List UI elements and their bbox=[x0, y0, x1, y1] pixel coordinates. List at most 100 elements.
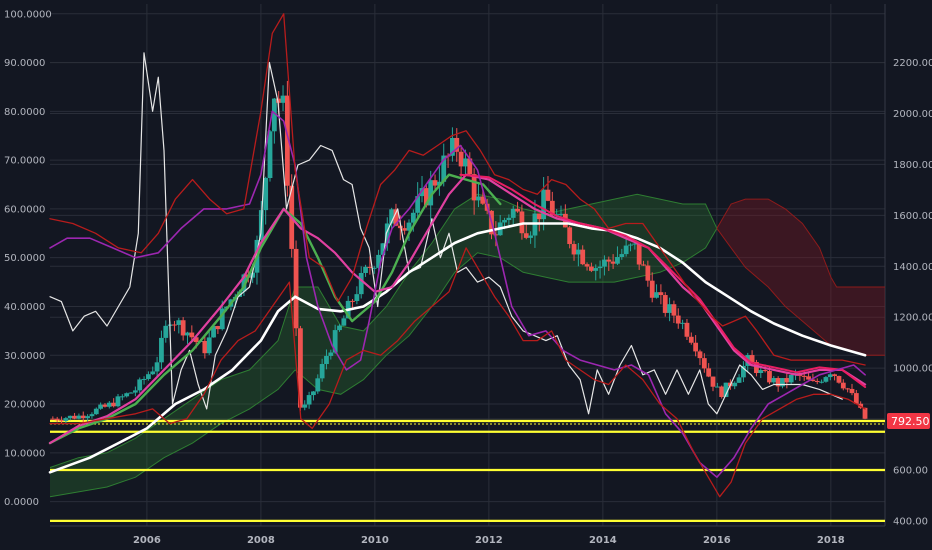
candle-body bbox=[367, 266, 373, 268]
candle-body bbox=[319, 364, 325, 379]
candle-body bbox=[571, 244, 577, 255]
candle-body bbox=[463, 158, 468, 167]
candle-body bbox=[380, 243, 386, 255]
candle-body bbox=[706, 368, 712, 377]
candle-body bbox=[862, 407, 868, 419]
candle-body bbox=[493, 234, 499, 236]
y-right-tick-label: 1400.00 bbox=[893, 262, 932, 273]
candle-body bbox=[284, 95, 290, 186]
x-tick-label: 2018 bbox=[817, 535, 845, 546]
candle-body bbox=[732, 382, 738, 387]
candle-body bbox=[428, 180, 434, 206]
last-price-label: 792.50 bbox=[891, 415, 930, 428]
indicator-white-overlay bbox=[49, 52, 843, 415]
candle-body bbox=[206, 337, 212, 354]
candle-body bbox=[432, 180, 438, 186]
x-tick-label: 2014 bbox=[589, 535, 617, 546]
candle-body bbox=[762, 370, 768, 372]
y-left-tick-label: 90.0000 bbox=[4, 58, 45, 69]
candle-body bbox=[397, 225, 403, 229]
candle-body bbox=[193, 337, 199, 343]
candle-body bbox=[680, 322, 686, 324]
candle-body bbox=[111, 402, 117, 407]
candle-body bbox=[767, 371, 772, 383]
candle-body bbox=[450, 137, 455, 156]
candle-body bbox=[172, 324, 177, 326]
candle-body bbox=[688, 336, 694, 343]
candle-body bbox=[441, 155, 447, 182]
candle-body bbox=[610, 261, 616, 264]
candle-body bbox=[784, 378, 790, 383]
candle-body bbox=[176, 320, 182, 325]
y-left-tick-label: 0.0000 bbox=[4, 497, 39, 508]
candle-body bbox=[693, 342, 699, 352]
candle-body bbox=[658, 292, 664, 296]
candle-body bbox=[211, 326, 216, 338]
candle-body bbox=[597, 266, 603, 269]
candle-body bbox=[371, 267, 377, 269]
indicator-bb-upper bbox=[49, 13, 866, 366]
candle-body bbox=[180, 320, 186, 336]
candle-body bbox=[623, 245, 629, 255]
indicator-bb-lower bbox=[49, 247, 866, 498]
cloud-top-line bbox=[716, 198, 885, 288]
candle-body bbox=[106, 402, 112, 407]
last-price-tag-bg bbox=[887, 412, 930, 429]
candle-body bbox=[819, 381, 824, 383]
candle-body bbox=[528, 235, 533, 238]
candle-body bbox=[584, 264, 590, 267]
last-price-tag: 792.50 bbox=[887, 412, 930, 429]
candle-body bbox=[293, 248, 299, 329]
candle-body bbox=[758, 370, 764, 374]
candle-body bbox=[806, 376, 811, 380]
candle-body bbox=[436, 181, 442, 186]
candle-body bbox=[775, 378, 781, 387]
indicator-white-sma bbox=[48, 222, 867, 474]
candle-body bbox=[332, 330, 338, 353]
support-layer bbox=[50, 419, 885, 523]
candle-body bbox=[641, 264, 646, 266]
candle-body bbox=[749, 355, 755, 363]
candle-body bbox=[827, 374, 833, 378]
candle-body bbox=[615, 256, 620, 264]
x-tick-label: 2012 bbox=[475, 535, 503, 546]
cloud-area bbox=[716, 199, 885, 356]
candle-body bbox=[89, 414, 95, 417]
candle-body bbox=[132, 390, 138, 393]
candle-body bbox=[102, 404, 108, 407]
y-left-tick-label: 40.0000 bbox=[4, 302, 45, 313]
candle-body bbox=[480, 196, 486, 204]
candle-body bbox=[636, 243, 642, 265]
candle-body bbox=[250, 272, 256, 278]
candle-body bbox=[671, 304, 677, 316]
x-tick-label: 2010 bbox=[361, 535, 389, 546]
candle-body bbox=[124, 393, 130, 397]
candle-body bbox=[519, 211, 525, 234]
candle-body bbox=[628, 244, 633, 246]
candle-body bbox=[241, 274, 247, 292]
candle-body bbox=[697, 351, 703, 359]
x-tick-label: 2016 bbox=[703, 535, 731, 546]
candle-body bbox=[150, 371, 156, 375]
candle-body bbox=[119, 396, 125, 398]
cloud-bottom-line bbox=[49, 228, 718, 498]
candle-body bbox=[163, 325, 169, 338]
candle-body bbox=[593, 268, 599, 271]
candle-body bbox=[276, 98, 282, 103]
candle-body bbox=[415, 196, 421, 213]
candle-body bbox=[836, 376, 842, 383]
candle-body bbox=[853, 393, 859, 404]
candle-body bbox=[606, 259, 612, 262]
candle-body bbox=[402, 228, 408, 231]
candle-body bbox=[358, 272, 364, 295]
candle-body bbox=[810, 379, 816, 381]
candle-body bbox=[814, 380, 820, 382]
candle-body bbox=[298, 328, 303, 408]
candle-body bbox=[67, 415, 73, 419]
candle-body bbox=[141, 378, 147, 380]
candle-body bbox=[202, 340, 208, 354]
candle-body bbox=[515, 208, 520, 212]
y-right-tick-label: 400.00 bbox=[893, 516, 928, 527]
candle-body bbox=[832, 374, 838, 377]
